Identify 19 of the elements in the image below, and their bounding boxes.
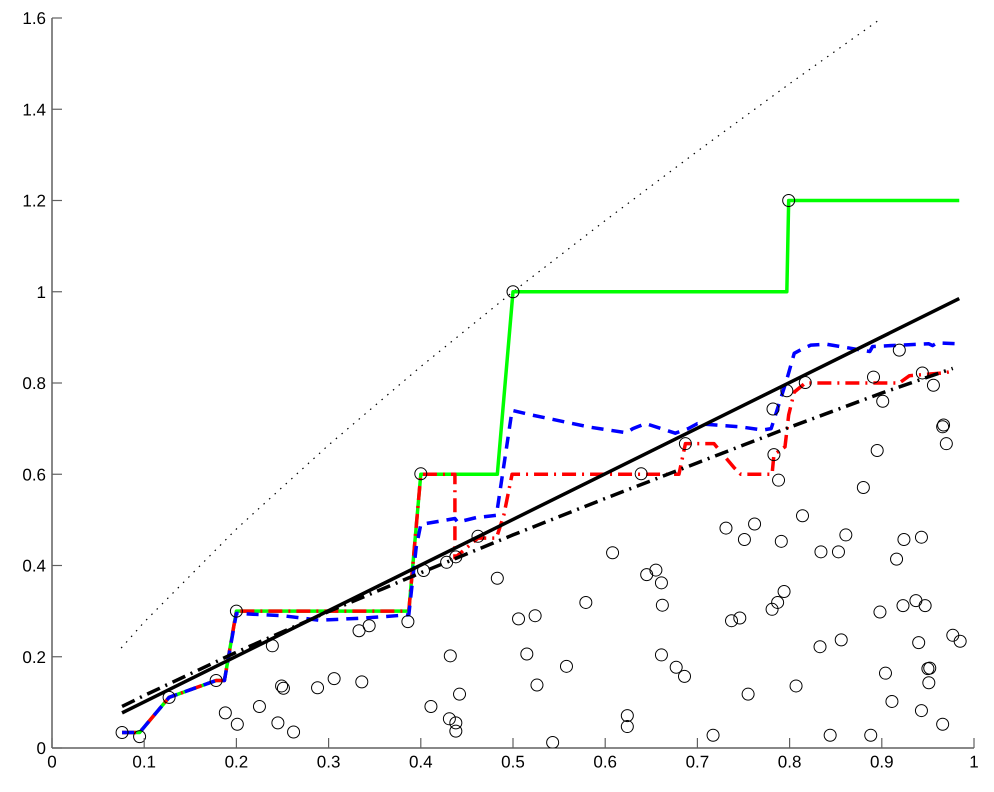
x-tick-label: 0.4 bbox=[408, 752, 433, 772]
y-tick-label: 0.8 bbox=[22, 374, 46, 394]
y-tick-label: 0 bbox=[36, 739, 46, 758]
x-tick-label: 0.9 bbox=[870, 752, 894, 772]
x-tick-label: 0.6 bbox=[593, 752, 618, 772]
y-tick-label: 1.2 bbox=[22, 192, 46, 211]
y-tick-label: 1.4 bbox=[22, 100, 46, 120]
y-tick-label: 0.2 bbox=[22, 648, 46, 667]
x-tick-label: 1 bbox=[969, 752, 979, 772]
y-tick-label: 1.6 bbox=[22, 9, 46, 28]
x-tick-label: 0.2 bbox=[224, 752, 248, 772]
x-tick-label: 0.7 bbox=[686, 752, 710, 772]
x-tick-label: 0.5 bbox=[501, 752, 525, 772]
x-tick-label: 0.3 bbox=[316, 752, 340, 772]
y-tick-label: 0.6 bbox=[22, 465, 46, 484]
y-tick-label: 0.4 bbox=[22, 556, 46, 576]
x-tick-label: 0.1 bbox=[132, 752, 156, 772]
x-tick-label: 0.8 bbox=[778, 752, 802, 772]
y-tick-label: 1 bbox=[36, 282, 46, 302]
